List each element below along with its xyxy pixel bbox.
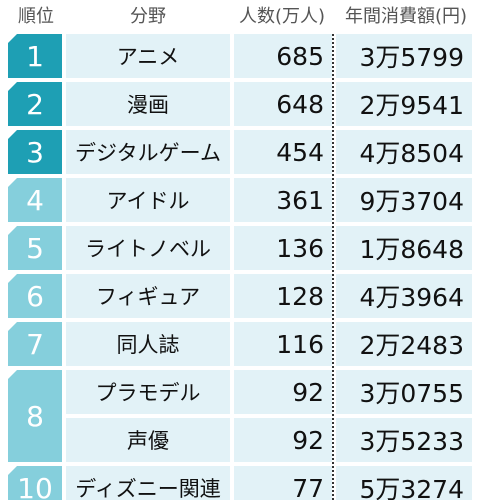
field-cell: アイドル <box>66 178 230 222</box>
count-cell: 454 <box>234 130 332 174</box>
spend-cell: 5万3274 <box>336 466 472 500</box>
field-cell: ディズニー関連 <box>66 466 230 500</box>
rank-badge: 2 <box>8 82 62 126</box>
count-cell: 77 <box>234 466 332 500</box>
field-cell: 声優 <box>66 418 230 462</box>
field-cell: ライトノベル <box>66 226 230 270</box>
rank-badge: 7 <box>8 322 62 366</box>
field-cell: プラモデル <box>66 370 230 414</box>
field-cell: 漫画 <box>66 82 230 126</box>
count-cell: 92 <box>234 370 332 414</box>
rank-badge: 10 <box>8 466 62 500</box>
header-spend: 年間消費額(円) <box>344 6 468 27</box>
rank-badge: 3 <box>8 130 62 174</box>
spend-cell: 2万9541 <box>336 82 472 126</box>
count-cell: 92 <box>234 418 332 462</box>
spend-cell: 9万3704 <box>336 178 472 222</box>
field-cell: フィギュア <box>66 274 230 318</box>
count-cell: 128 <box>234 274 332 318</box>
count-cell: 648 <box>234 82 332 126</box>
count-cell: 361 <box>234 178 332 222</box>
rank-badge: 1 <box>8 34 62 78</box>
rank-badge: 8 <box>8 370 62 462</box>
count-cell: 136 <box>234 226 332 270</box>
spend-cell: 4万8504 <box>336 130 472 174</box>
count-cell: 685 <box>234 34 332 78</box>
header-field: 分野 <box>130 6 166 27</box>
field-cell: アニメ <box>66 34 230 78</box>
spend-cell: 2万2483 <box>336 322 472 366</box>
rank-badge: 6 <box>8 274 62 318</box>
count-cell: 116 <box>234 322 332 366</box>
separator <box>332 34 334 500</box>
spend-cell: 1万8648 <box>336 226 472 270</box>
field-cell: デジタルゲーム <box>66 130 230 174</box>
spend-cell: 3万5233 <box>336 418 472 462</box>
field-cell: 同人誌 <box>66 322 230 366</box>
header-rank: 順位 <box>18 6 54 27</box>
spend-cell: 4万3964 <box>336 274 472 318</box>
spend-cell: 3万5799 <box>336 34 472 78</box>
rank-badge: 5 <box>8 226 62 270</box>
rank-badge: 4 <box>8 178 62 222</box>
header-count: 人数(万人) <box>238 6 326 27</box>
spend-cell: 3万0755 <box>336 370 472 414</box>
